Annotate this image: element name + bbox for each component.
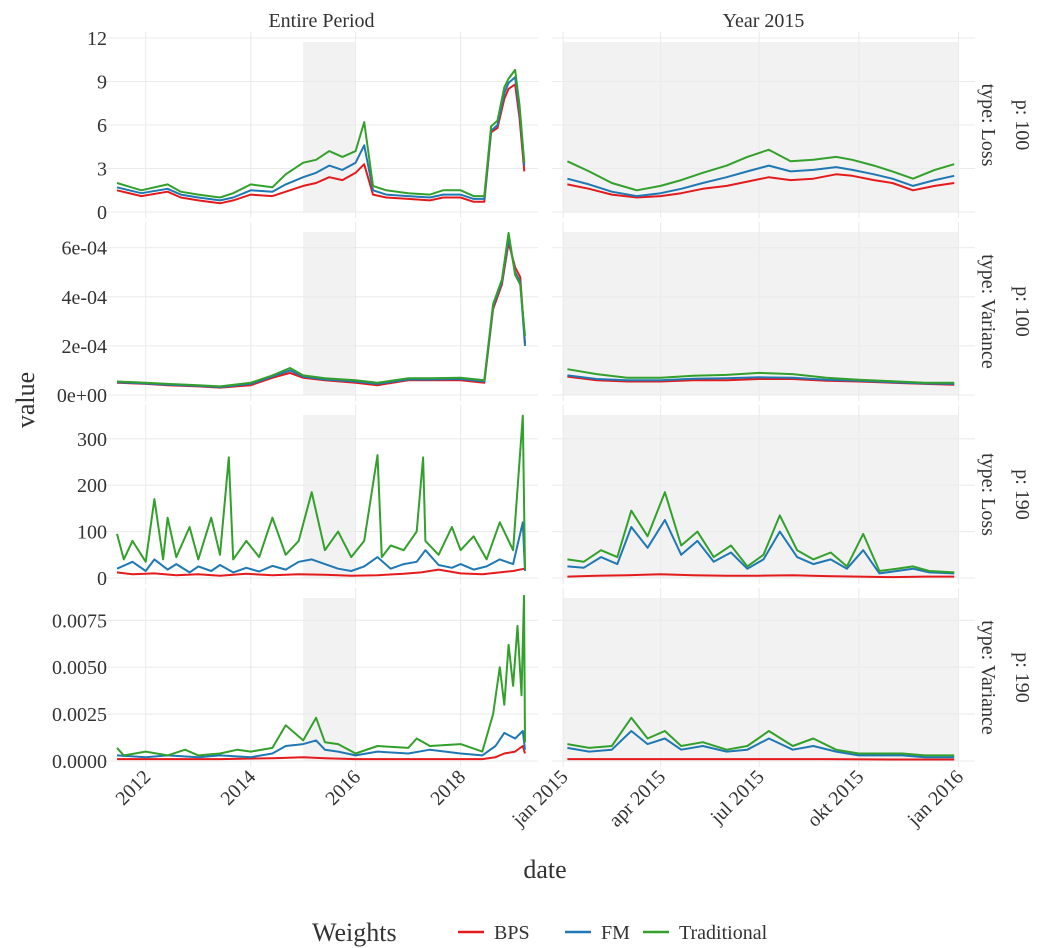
series-line-traditional <box>116 68 526 199</box>
x-tick-label: jul 2015 <box>706 766 769 829</box>
y-tick-label: 2e-04 <box>61 336 107 358</box>
series-line-bps <box>116 83 526 205</box>
y-tick-label: 0.0025 <box>52 704 107 726</box>
y-tick-label: 100 <box>77 522 107 544</box>
strip-label-p: p: 100 <box>1011 100 1033 151</box>
strip-label-p: p: 190 <box>1011 469 1033 520</box>
y-tick-label: 0 <box>97 202 107 224</box>
y-tick-label: 0e+00 <box>57 385 107 407</box>
x-tick-label: apr 2015 <box>605 766 670 831</box>
legend-title: Weights <box>312 918 397 947</box>
y-tick-label: 9 <box>97 72 107 94</box>
y-tick-label: 0 <box>97 568 107 590</box>
series-line-bps <box>567 573 955 579</box>
legend-label-fm: FM <box>601 922 630 944</box>
y-tick-label: 3 <box>97 159 107 181</box>
y-tick-label: 300 <box>77 429 107 451</box>
series-line-traditional <box>116 414 526 569</box>
strip-label-type: type: Variance <box>977 254 999 369</box>
y-tick-label: 6 <box>97 115 107 137</box>
series-line-traditional <box>567 716 955 757</box>
y-tick-label: 0.0000 <box>52 751 107 773</box>
series-line-bps <box>116 567 525 577</box>
series-line-fm <box>116 730 526 759</box>
x-tick-label: jan 2015 <box>507 766 572 831</box>
strip-label-type: type: Loss <box>977 453 999 536</box>
y-tick-label: 0.0075 <box>52 610 107 632</box>
series-line-traditional <box>116 231 526 388</box>
series-line-fm <box>567 730 955 759</box>
x-tick-label: 2016 <box>321 766 365 810</box>
series-line-fm <box>116 521 526 574</box>
y-tick-label: 4e-04 <box>61 287 107 309</box>
x-tick-label: jan 2016 <box>903 766 968 831</box>
series-line-traditional <box>567 368 955 384</box>
highlight-band <box>563 232 959 395</box>
highlight-band <box>303 232 356 395</box>
facet-title-1: Year 2015 <box>723 10 805 32</box>
y-axis-title: value <box>11 372 40 428</box>
series-line-traditional <box>567 491 955 574</box>
series-line-bps <box>567 173 955 199</box>
series-line-fm <box>567 519 955 575</box>
y-tick-label: 0.0050 <box>52 657 107 679</box>
legend-label-bps: BPS <box>494 922 530 944</box>
y-tick-label: 200 <box>77 475 107 497</box>
series-line-traditional <box>116 594 526 757</box>
strip-label-p: p: 190 <box>1011 652 1033 703</box>
series-line-fm <box>116 76 526 202</box>
highlight-band <box>563 415 959 578</box>
strip-label-p: p: 100 <box>1011 286 1033 337</box>
highlight-band <box>303 598 356 761</box>
series-line-bps <box>117 745 526 761</box>
x-tick-label: 2012 <box>111 766 155 810</box>
y-tick-label: 6e-04 <box>61 238 107 260</box>
x-tick-label: okt 2015 <box>803 766 868 831</box>
strip-label-type: type: Variance <box>977 620 999 735</box>
y-tick-label: 12 <box>87 28 107 50</box>
strip-label-type: type: Loss <box>977 84 999 167</box>
x-tick-label: 2014 <box>216 766 260 810</box>
highlight-band <box>303 42 356 212</box>
facet-title-0: Entire Period <box>268 10 374 32</box>
x-axis-title: date <box>523 855 566 884</box>
legend-label-traditional: Traditional <box>679 922 768 944</box>
x-tick-label: 2018 <box>426 766 470 810</box>
series-line-fm <box>567 164 955 198</box>
series-line-traditional <box>566 148 955 192</box>
